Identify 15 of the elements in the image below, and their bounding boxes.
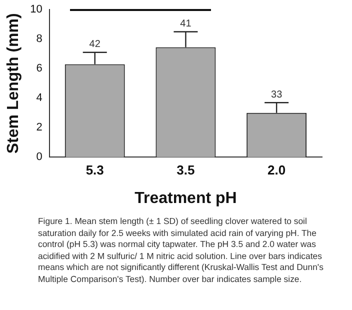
y-tick-label: 10 [30,4,42,16]
caption: Figure 1. Mean stem length (± 1 SD) of seedling clover watered to soil saturation daily for 2.5 weeks with simulated acid rain of varying pH. The control (pH 5.3) was normal city tapwater. The pH 3.5 and 2.0 water was acidified with 2 M sulfuric/ 1 M nitric acid solution. Line over bars indicates means which are not significantly different (Kruskal-Wallis Test and Dunn's Multiple Comparison's Test). Number over bar indicates sample size. [38,216,324,285]
y-axis-title: Stem Length (mm) [5,13,22,154]
x-tick-label: 2.0 [268,162,286,178]
x-tick-label: 5.3 [86,162,104,178]
annotation: 33 [271,89,283,100]
x-axis-title: Treatment pH [134,190,237,207]
y-tick-label: 0 [36,151,42,164]
y-tick-label: 2 [36,122,42,134]
y-tick-label: 8 [36,33,42,46]
annotation: 42 [89,39,101,50]
annotation: 41 [180,18,192,30]
y-tick-label: 6 [36,62,42,75]
y-tick-label: 4 [36,92,42,104]
x-tick-label: 3.5 [176,162,195,178]
